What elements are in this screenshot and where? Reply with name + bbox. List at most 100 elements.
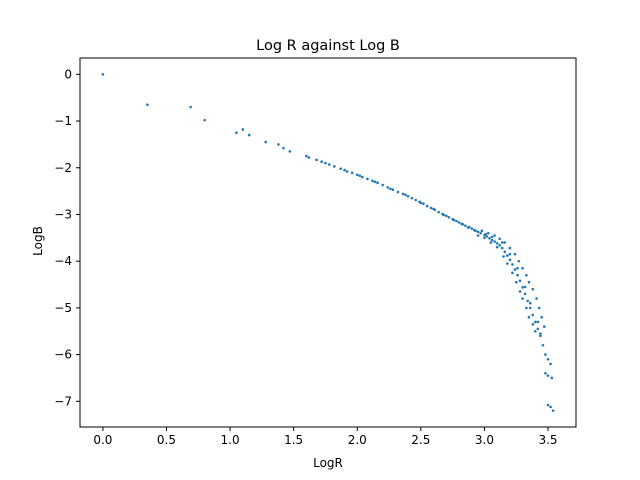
data-point bbox=[476, 230, 480, 234]
data-point bbox=[495, 242, 499, 245]
data-point bbox=[476, 234, 480, 237]
x-tick-label: 2.5 bbox=[411, 433, 430, 447]
data-point bbox=[414, 198, 418, 202]
data-point bbox=[483, 236, 486, 240]
x-tick-label: 2.0 bbox=[348, 433, 367, 447]
data-point bbox=[526, 299, 529, 303]
data-point bbox=[480, 229, 484, 233]
data-point bbox=[460, 222, 463, 226]
data-point bbox=[527, 315, 531, 319]
data-point bbox=[537, 306, 541, 310]
data-point bbox=[521, 297, 524, 300]
data-point bbox=[539, 332, 542, 335]
data-point bbox=[503, 241, 507, 244]
data-point bbox=[525, 273, 528, 277]
data-point bbox=[422, 202, 425, 206]
data-point bbox=[410, 196, 414, 200]
data-point bbox=[500, 246, 504, 250]
data-point bbox=[513, 252, 517, 256]
scatter-points bbox=[101, 73, 555, 412]
data-point bbox=[490, 238, 494, 242]
data-point bbox=[358, 174, 362, 178]
data-point bbox=[486, 231, 490, 235]
data-point bbox=[146, 103, 149, 107]
data-point bbox=[396, 190, 400, 194]
y-axis: 0 −1 −2 −3 −4 −5 −6 −7 bbox=[54, 67, 80, 408]
data-point bbox=[550, 376, 554, 380]
data-point bbox=[514, 280, 518, 284]
data-point bbox=[540, 315, 543, 319]
data-point bbox=[528, 306, 532, 310]
data-point bbox=[373, 180, 377, 184]
data-point bbox=[544, 371, 547, 375]
chart-title: Log R against Log B bbox=[256, 38, 400, 54]
data-point bbox=[503, 250, 507, 254]
data-point bbox=[457, 221, 461, 224]
data-point bbox=[343, 168, 346, 172]
data-point bbox=[452, 218, 456, 222]
data-point bbox=[521, 286, 524, 289]
data-point bbox=[315, 158, 318, 162]
data-point bbox=[511, 263, 514, 266]
y-tick-label: 0 bbox=[64, 67, 72, 81]
y-tick-label: −3 bbox=[54, 207, 72, 221]
data-point bbox=[288, 150, 292, 153]
data-point bbox=[203, 118, 206, 122]
data-point bbox=[327, 163, 331, 166]
data-point bbox=[549, 362, 552, 366]
data-point bbox=[247, 133, 251, 137]
data-point bbox=[546, 403, 550, 407]
data-point bbox=[531, 322, 535, 326]
data-point bbox=[404, 193, 407, 197]
data-point bbox=[536, 327, 540, 331]
data-point bbox=[339, 167, 343, 170]
data-point bbox=[437, 210, 440, 214]
y-axis-label: LogB bbox=[31, 226, 45, 256]
data-point bbox=[305, 154, 308, 158]
data-point bbox=[484, 232, 488, 236]
data-point bbox=[282, 146, 285, 150]
data-point bbox=[500, 241, 504, 244]
data-point bbox=[502, 255, 505, 258]
data-point bbox=[527, 280, 531, 284]
data-point bbox=[549, 405, 552, 409]
data-point bbox=[508, 252, 512, 256]
data-point bbox=[401, 192, 405, 196]
data-point bbox=[485, 235, 489, 238]
data-point bbox=[361, 175, 364, 179]
data-point bbox=[531, 313, 535, 317]
data-point bbox=[490, 235, 494, 239]
data-point bbox=[366, 177, 369, 181]
data-point bbox=[479, 231, 482, 235]
data-point bbox=[345, 170, 349, 173]
x-tick-label: 3.0 bbox=[475, 433, 494, 447]
data-point bbox=[551, 409, 555, 412]
data-point bbox=[541, 343, 545, 347]
data-point bbox=[235, 131, 238, 135]
data-point bbox=[381, 183, 384, 187]
y-tick-label: −5 bbox=[54, 301, 72, 315]
data-point bbox=[474, 229, 477, 233]
data-point bbox=[277, 143, 280, 146]
data-point bbox=[355, 173, 359, 177]
y-tick-label: −4 bbox=[54, 254, 72, 268]
x-tick-label: 3.5 bbox=[538, 433, 557, 447]
data-point bbox=[511, 271, 514, 275]
data-point bbox=[455, 219, 458, 223]
data-point bbox=[539, 334, 542, 338]
data-point bbox=[506, 254, 509, 257]
data-point bbox=[508, 258, 512, 262]
data-point bbox=[444, 214, 448, 218]
data-point bbox=[324, 161, 327, 165]
data-point bbox=[531, 287, 535, 291]
data-point bbox=[528, 301, 532, 305]
data-point bbox=[546, 357, 550, 361]
x-axis: 0.0 0.5 1.0 1.5 2.0 2.5 3.0 3.5 bbox=[93, 427, 558, 447]
x-tick-label: 1.0 bbox=[221, 433, 240, 447]
data-point bbox=[350, 171, 354, 175]
data-point bbox=[406, 194, 410, 198]
data-point bbox=[536, 320, 540, 324]
data-point bbox=[386, 186, 390, 189]
x-tick-label: 1.5 bbox=[284, 433, 303, 447]
